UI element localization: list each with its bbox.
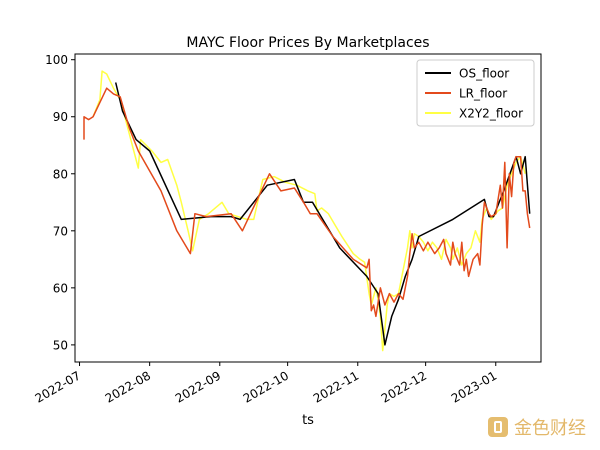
y-tick-label: 100 <box>45 53 68 67</box>
y-tick-label: 70 <box>53 224 68 238</box>
x-tick-label: 2022-08 <box>103 368 153 405</box>
legend-box <box>416 59 535 127</box>
x-axis: 2022-07 2022-08 2022-09 2022-10 2022-11 2022-… <box>33 362 499 406</box>
plot-lines <box>83 70 531 352</box>
x-axis-label: ts <box>302 413 314 428</box>
watermark-text: 金色财经 <box>514 418 586 439</box>
plot-frame <box>74 53 542 363</box>
chart-title: MAYC Floor Prices By Marketplaces <box>186 35 429 51</box>
x-tick-label: 2022-12 <box>379 368 429 405</box>
x-tick-label: 2023-01 <box>449 368 499 405</box>
legend-label-X2Y2_floor: X2Y2_floor <box>459 107 523 121</box>
watermark: 金色财经 <box>488 414 586 440</box>
y-tick-label: 90 <box>53 110 68 124</box>
watermark-logo-icon <box>488 417 508 437</box>
y-tick-label: 50 <box>53 338 68 352</box>
legend-label-OS_floor: OS_floor <box>459 67 509 81</box>
legend: OS_floor LR_floor X2Y2_floor <box>416 59 535 127</box>
x-tick-label: 2022-10 <box>241 368 291 405</box>
y-axis: 50 60 70 80 90 100 <box>45 53 75 352</box>
y-tick-label: 80 <box>53 167 68 181</box>
x-tick-label: 2022-11 <box>311 368 361 405</box>
y-tick-label: 60 <box>53 281 68 295</box>
series-line-LR_floor <box>83 87 531 318</box>
legend-label-LR_floor: LR_floor <box>459 87 507 101</box>
x-tick-label: 2022-07 <box>33 368 83 405</box>
x-tick-label: 2022-09 <box>173 368 223 405</box>
